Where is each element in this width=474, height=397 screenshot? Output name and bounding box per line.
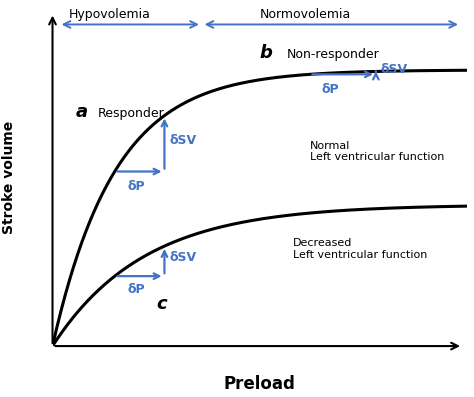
Text: Non-responder: Non-responder: [287, 48, 380, 61]
Text: b: b: [260, 44, 273, 62]
Text: Decreased
Left ventricular function: Decreased Left ventricular function: [293, 238, 428, 260]
Text: Hypovolemia: Hypovolemia: [69, 8, 151, 21]
Text: Normovolemia: Normovolemia: [260, 8, 351, 21]
Text: Preload: Preload: [224, 375, 296, 393]
Text: Normal
Left ventricular function: Normal Left ventricular function: [310, 141, 444, 162]
Text: δSV: δSV: [169, 251, 197, 264]
Text: δP: δP: [322, 83, 339, 96]
Text: δP: δP: [127, 180, 145, 193]
Text: a: a: [75, 103, 87, 121]
Text: δSV: δSV: [169, 133, 197, 146]
Text: δSV: δSV: [381, 63, 408, 76]
Text: Stroke volume: Stroke volume: [2, 121, 16, 234]
Text: c: c: [156, 295, 167, 313]
Text: δP: δP: [127, 283, 145, 296]
Text: Responder: Responder: [98, 107, 165, 120]
